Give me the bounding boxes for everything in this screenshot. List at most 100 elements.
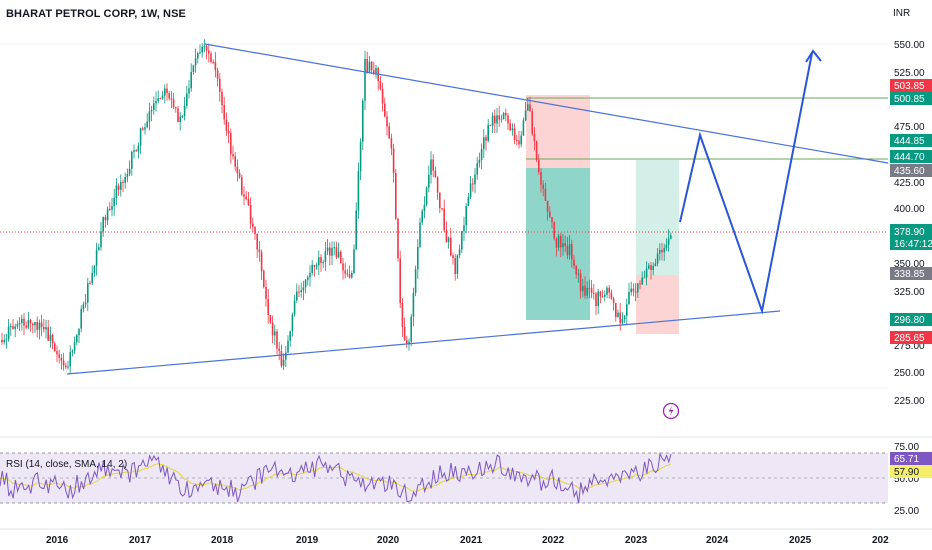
candle-body: [489, 124, 492, 126]
candle-body: [648, 265, 650, 269]
candle-body: [335, 247, 338, 258]
price-axis-label: 325.00: [894, 287, 925, 298]
candle-body: [364, 58, 366, 101]
candle-body: [368, 61, 371, 73]
candle-body: [513, 128, 516, 141]
candle-body: [582, 285, 584, 292]
price-tag-label: 444.85: [894, 136, 925, 147]
candle-body: [221, 91, 223, 106]
candle-body: [643, 277, 646, 279]
candle-body: [47, 327, 49, 341]
rsi-axis[interactable]: 75.00 50.00 25.00 65.71 57.90: [890, 442, 932, 517]
candle-body: [445, 230, 448, 243]
candle-body: [450, 237, 452, 256]
candle-body: [566, 245, 569, 256]
candle-body: [181, 115, 184, 117]
candle-body: [131, 151, 133, 169]
candle-body: [494, 115, 496, 124]
candle-body: [588, 288, 591, 290]
candle-body: [590, 288, 593, 293]
symbol-title[interactable]: BHARAT PETROL CORP, 1W, NSE: [6, 8, 186, 20]
candle-body: [95, 249, 98, 266]
price-tag-435: [890, 164, 932, 177]
candle-body: [458, 249, 461, 256]
candle-body: [247, 199, 250, 206]
candle-body: [12, 326, 14, 329]
price-axis-label: 350.00: [894, 259, 925, 270]
candle-body: [80, 308, 82, 329]
time-axis[interactable]: 2016 2017 2018 2019 2020 2021 2022 2023 …: [46, 535, 889, 546]
rsi-line[interactable]: [0, 452, 672, 504]
candle-body: [593, 292, 595, 294]
candle-body: [100, 231, 102, 248]
candle-body: [496, 115, 498, 124]
candle-body: [375, 67, 377, 75]
candle-body: [628, 292, 630, 305]
candle-body: [478, 160, 481, 164]
candle-body: [456, 255, 459, 274]
candle-body: [67, 366, 69, 368]
candle-body: [161, 95, 164, 99]
candle-body: [443, 208, 445, 231]
price-tag-444-70: [890, 150, 932, 163]
candle-body: [98, 247, 100, 250]
candle-body: [60, 357, 63, 361]
candle-body: [612, 298, 615, 303]
candle-body: [463, 225, 465, 232]
candle-body: [421, 210, 423, 223]
projection-path[interactable]: [679, 52, 813, 315]
candle-body: [267, 298, 269, 315]
price-axis-label: 525.00: [894, 68, 925, 79]
candle-body: [241, 177, 243, 195]
candle-body: [423, 204, 426, 211]
candle-body: [219, 78, 221, 92]
candle-body: [606, 287, 608, 295]
lower-trendline[interactable]: [66, 310, 781, 375]
candle-body: [309, 272, 311, 278]
time-axis-label: 2022: [542, 535, 565, 546]
candle-body: [32, 323, 34, 326]
candle-body: [454, 258, 456, 274]
candle-body: [472, 183, 474, 185]
rsi-indicator-label[interactable]: RSI (14, close, SMA, 14, 2): [6, 459, 128, 470]
candle-body: [111, 206, 113, 210]
candle-body: [584, 285, 586, 296]
candle-body: [293, 300, 296, 315]
candle-body: [386, 116, 388, 127]
price-axis-label: 250.00: [894, 368, 925, 379]
lightning-bolt-icon[interactable]: [662, 402, 680, 420]
time-axis-label: 2020: [377, 535, 400, 546]
candle-body: [340, 251, 342, 264]
candle-body: [326, 247, 329, 252]
candle-body: [236, 166, 239, 174]
candle-body: [467, 197, 470, 206]
candle-body: [381, 88, 384, 104]
candle-body: [7, 326, 10, 340]
candle-body: [546, 200, 549, 212]
candle-body: [313, 264, 316, 267]
candle-body: [599, 291, 602, 297]
candle-body: [483, 137, 485, 149]
candle-body: [179, 116, 181, 122]
candle-body: [353, 249, 355, 273]
candle-body: [485, 137, 487, 141]
candle-body: [595, 293, 597, 307]
candle-body: [436, 177, 439, 193]
candle-body: [560, 235, 562, 248]
price-tag-label: 435.60: [894, 166, 925, 177]
candle-body: [82, 304, 85, 309]
candle-body: [663, 248, 665, 253]
candle-body: [249, 205, 252, 224]
upper-trendline[interactable]: [204, 43, 889, 164]
candle-body: [54, 343, 56, 352]
candle-body: [419, 222, 421, 247]
rsi-axis-label: 25.00: [894, 506, 919, 517]
candle-body: [511, 128, 514, 131]
long-position-box[interactable]: [636, 160, 679, 334]
candle-body: [225, 119, 228, 131]
bar-countdown-label: 16:47:12: [894, 239, 932, 250]
candle-body: [230, 133, 232, 155]
candle-body: [38, 322, 41, 330]
candle-body: [133, 150, 135, 152]
